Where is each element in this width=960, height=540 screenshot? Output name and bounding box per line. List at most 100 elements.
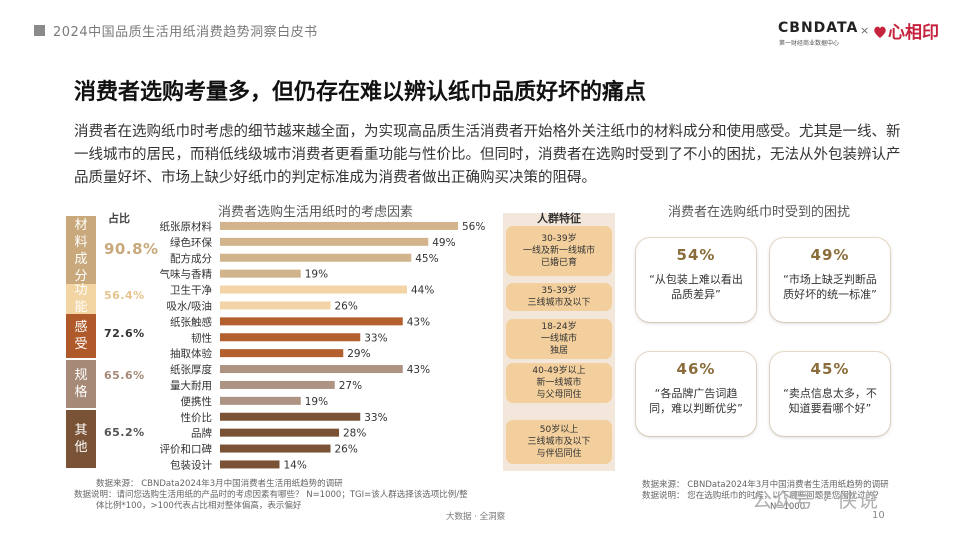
bar-value-label: 26%: [335, 300, 358, 312]
concern-text: “市场上缺乏判断品质好坏的统一标准”: [783, 273, 877, 301]
category-tick-label: 纸张原材料: [160, 220, 213, 233]
crowd-pill-line: 40-49岁以上: [532, 366, 586, 376]
partner-logo-text: 心相印: [888, 23, 939, 43]
category-share-other: 65.2%: [104, 426, 145, 439]
partner-logo: 心相印: [872, 18, 939, 43]
logo-separator: ×: [860, 24, 870, 37]
considerations-bar-chart: 纸张原材料 56% 绿色环保 49% 配方成分 45% 气味与香精 19% 卫生干净 44% 吸水/…: [160, 220, 486, 471]
heart-brand-icon: [874, 26, 886, 38]
bar-value-label: 33%: [364, 332, 387, 344]
bar-value-label: 43%: [407, 316, 430, 328]
category-share-spec: 65.6%: [104, 369, 145, 382]
crowd-pill-line: 三线城市及以下: [527, 437, 591, 447]
concern-percent: 49%: [810, 246, 850, 264]
category-box-feel: 感受: [66, 314, 96, 358]
category-tick-label: 便携性: [181, 395, 213, 408]
crowd-pill-line: 新一线城市: [536, 378, 582, 388]
page-headline: 消费者选购考量多，但仍存在难以辨认纸巾品质好坏的痛点: [74, 80, 647, 105]
bar: [220, 396, 301, 405]
crowd-pill-line: 三线城市及以下: [527, 298, 591, 308]
bar: [220, 237, 429, 246]
category-share-feel: 72.6%: [104, 327, 145, 340]
category-label: 感受: [74, 320, 88, 352]
concern-text: “各品牌广告词趋同，难以判断优劣”: [649, 387, 743, 415]
category-label: 材料成分: [74, 218, 88, 284]
bar-value-label: 26%: [335, 444, 358, 456]
cbndata-logo-subtitle: 第一财经商业数据中心: [779, 40, 840, 47]
bar-value-label: 44%: [411, 285, 434, 297]
bar-value-label: 43%: [407, 364, 430, 376]
left-data-note-cont: 体比例*100，>100代表占比相对整体偏高，表示偏好: [96, 501, 302, 511]
report-title: 2024中国品质生活用纸消费趋势洞察白皮书: [53, 25, 318, 40]
bar: [220, 349, 344, 358]
crowd-pill: 18-24岁 一线城市 独居: [506, 319, 612, 359]
bar-value-label: 14%: [284, 459, 307, 471]
concern-card-selling-points: 45% “卖点信息太多，不知道要看哪个好”: [770, 352, 890, 436]
crowd-pill-line: 35-39岁: [541, 286, 577, 296]
bar-value-label: 28%: [343, 428, 366, 440]
crowd-pill-line: 与伴侣同住: [536, 449, 582, 459]
category-tick-label: 抽取体验: [170, 347, 212, 360]
concern-percent: 54%: [676, 246, 716, 264]
left-data-note: 数据说明：请问您选购生活用纸的产品时的考虑因素有哪些？ N=1000；TGI=该…: [74, 490, 468, 500]
category-share-material: 90.8%: [104, 240, 159, 258]
bar-value-label: 29%: [347, 348, 370, 360]
right-data-n: N=1000: [770, 502, 806, 512]
chart-title: 消费者选购生活用纸时的考虑因素: [218, 205, 414, 220]
category-tick-label: 品牌: [191, 427, 212, 440]
page-number: 10: [872, 510, 885, 521]
crowd-pill-line: 一线及新一线城市: [522, 246, 595, 256]
category-box-function: 功能: [66, 283, 96, 315]
category-label: 其他: [74, 423, 88, 455]
category-tick-label: 评价和口碑: [160, 443, 213, 456]
category-tick-label: 气味与香精: [160, 268, 213, 281]
category-box-material: 材料成分: [66, 216, 96, 286]
crowd-pill: 40-49岁以上 新一线城市与父母同住: [506, 363, 612, 403]
bar: [220, 317, 403, 326]
concerns-panel-title: 消费者在选购纸巾时受到的困扰: [668, 205, 851, 220]
category-tick-label: 包装设计: [170, 458, 212, 471]
category-tick-label: 吸水/吸油: [166, 299, 212, 312]
category-tick-label: 纸张触感: [170, 315, 212, 328]
header-marker-square: [34, 25, 45, 36]
bar: [220, 428, 339, 437]
concern-text: “从包装上难以看出品质差异”: [649, 273, 743, 301]
bar: [220, 444, 331, 453]
cbndata-logo: CBNDATA: [778, 20, 859, 36]
category-tick-label: 量大耐用: [170, 379, 212, 392]
concern-card-ads: 46% “各品牌广告词趋同，难以判断优劣”: [636, 352, 756, 436]
category-box-other: 其他: [66, 410, 96, 468]
bar: [220, 365, 403, 374]
bar-value-label: 45%: [415, 253, 438, 265]
right-data-note: 数据说明： 您在选购纸巾的时候，以下哪些问题是您困扰过的？: [642, 491, 883, 501]
share-column-header: 占比: [108, 212, 130, 225]
crowd-pill: 50岁以上 三线城市及以下 与伴侣同住: [506, 420, 612, 464]
concern-text: “卖点信息太多，不知道要看哪个好”: [783, 387, 877, 415]
category-tick-label: 韧性: [191, 331, 212, 344]
bar: [220, 221, 458, 230]
bar-value-label: 27%: [339, 380, 362, 392]
category-tick-label: 配方成分: [170, 252, 212, 265]
bar: [220, 285, 407, 294]
wechat-watermark: 公众号 · 侠说: [752, 488, 880, 512]
bar: [220, 460, 280, 469]
category-tick-label: 绿色环保: [170, 236, 212, 249]
category-tick-label: 性价比: [181, 411, 213, 424]
crowd-pill-line: 一线城市: [540, 334, 577, 344]
crowd-pill-line: 18-24岁: [541, 322, 577, 332]
category-label: 功能: [74, 283, 88, 315]
left-data-source: 数据来源： CBNData2024年3月中国消费者生活用纸趋势的调研: [96, 479, 343, 489]
category-box-spec: 规格: [66, 360, 96, 408]
bar-value-label: 19%: [305, 396, 328, 408]
concern-percent: 46%: [676, 360, 716, 378]
category-tick-label: 纸张厚度: [170, 363, 212, 376]
concern-card-standard: 49% “市场上缺乏判断品质好坏的统一标准”: [770, 238, 890, 322]
crowd-pill-line: 与父母同住: [536, 390, 582, 400]
crowd-pill-line: 30-39岁: [541, 234, 577, 244]
category-tick-label: 卫生干净: [170, 284, 212, 297]
concern-percent: 45%: [810, 360, 850, 378]
intro-paragraph: 消费者在选购纸巾时考虑的细节越来越全面，为实现高品质生活消费者开始格外关注纸巾的…: [74, 124, 901, 186]
bar: [220, 412, 361, 421]
crowd-column-title: 人群特征: [537, 212, 581, 225]
bar-value-label: 33%: [364, 412, 387, 424]
